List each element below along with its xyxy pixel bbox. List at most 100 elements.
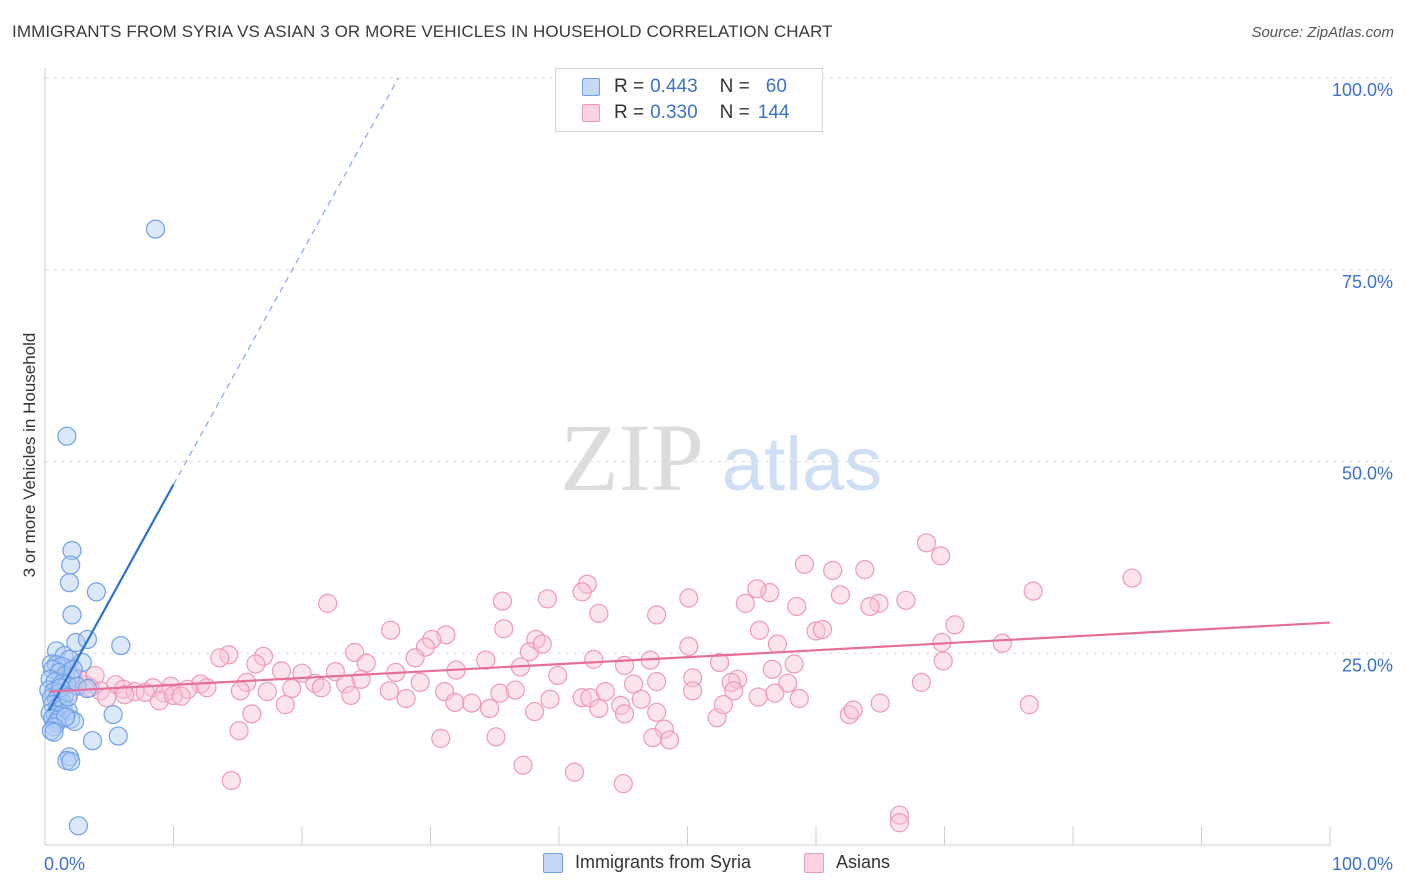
asians-point-51 — [933, 651, 953, 671]
asians-point-118 — [1019, 695, 1039, 715]
legend-item-syria: Immigrants from Syria — [543, 852, 751, 873]
asians-point-56 — [271, 661, 292, 681]
stats-legend-row-asians: R = 0.330 N = 144 — [582, 101, 789, 125]
asians-point-26 — [945, 615, 965, 635]
asians-point-45 — [476, 650, 496, 670]
y-axis-label: 3 or more Vehicles in Household — [20, 332, 39, 578]
asians-point-1 — [931, 546, 951, 566]
axes — [44, 68, 1331, 846]
syria-point-5 — [86, 582, 107, 602]
watermark: ZIP atlas — [560, 404, 882, 511]
y-tick-label-100: 100.0% — [1332, 80, 1393, 100]
legend-swatch-asians — [804, 852, 824, 873]
syria-point-4 — [59, 573, 80, 593]
chart-title: IMMIGRANTS FROM SYRIA VS ASIAN 3 OR MORE… — [12, 22, 833, 41]
x-tick-label-max: 100.0% — [1332, 854, 1393, 874]
n-value: 60 — [765, 76, 787, 97]
asians-point-120 — [870, 693, 890, 713]
n-value: 144 — [757, 102, 790, 123]
asians-point-100 — [540, 689, 560, 709]
asians-point-98 — [724, 681, 744, 701]
asians-point-46 — [584, 649, 604, 669]
asians-point-34 — [532, 634, 552, 654]
stats-legend-row-syria: R = 0.443 N = 60 — [582, 75, 787, 99]
syria-point-7 — [66, 632, 86, 653]
asians-point-22 — [647, 605, 667, 625]
asians-point-87 — [230, 681, 250, 701]
asians-point-3 — [794, 554, 815, 574]
asians-point-50 — [784, 654, 804, 674]
asians-point-4 — [823, 560, 843, 581]
asians-point-112 — [589, 698, 609, 719]
asians-point-123 — [97, 688, 117, 708]
asians-point-15 — [735, 593, 755, 613]
asians-point-48 — [710, 652, 730, 673]
trend-line-syria-extension — [172, 77, 399, 485]
asians-point-126 — [524, 701, 545, 722]
asians-point-17 — [896, 590, 916, 610]
asians-point-39 — [253, 646, 274, 666]
asians-point-106 — [396, 688, 416, 709]
asians-point-143 — [171, 686, 191, 706]
asians-point-102 — [631, 689, 651, 709]
n-label: N = — [719, 76, 750, 97]
asians-point-27 — [381, 620, 401, 640]
syria-point-3 — [61, 555, 81, 575]
asians-point-7 — [572, 582, 592, 602]
asians-point-75 — [197, 678, 217, 698]
r-value: 0.330 — [650, 102, 698, 123]
grid-lines — [45, 77, 1395, 654]
stats-legend: R = 0.443 N = 60 R = 0.330 N = 144 — [555, 68, 823, 132]
asians-point-12 — [679, 588, 699, 608]
asians-point-122 — [163, 685, 184, 706]
asians-point-60 — [548, 665, 568, 686]
asians-point-20 — [492, 591, 513, 611]
watermark-zip: ZIP — [560, 404, 704, 511]
asians-point-137 — [221, 770, 241, 791]
asians-point-109 — [462, 693, 482, 713]
syria-point-55 — [61, 751, 81, 771]
asians-point-21 — [860, 596, 880, 617]
asians-point-0 — [916, 533, 937, 553]
asians-point-136 — [613, 774, 633, 794]
asians-point-94 — [490, 683, 510, 703]
asians-point-99 — [765, 683, 785, 703]
asians-point-114 — [647, 702, 667, 722]
asians-point-9 — [1023, 581, 1043, 601]
syria-point-9 — [111, 635, 131, 656]
trend-line-syria — [47, 483, 175, 712]
asians-point-68 — [410, 672, 430, 692]
legend-label-syria: Immigrants from Syria — [575, 852, 752, 872]
asians-point-88 — [257, 681, 277, 702]
asians-point-113 — [614, 704, 635, 724]
watermark-atlas: atlas — [722, 422, 883, 507]
r-label: R = — [614, 76, 645, 97]
asians-point-121 — [149, 691, 169, 711]
asians-point-24 — [812, 619, 833, 640]
asians-point-139 — [889, 813, 910, 833]
asians-point-31 — [422, 629, 442, 650]
syria-point-0 — [145, 219, 166, 239]
asians-point-117 — [843, 700, 863, 720]
asians-point-61 — [623, 674, 644, 694]
asians-point-125 — [115, 685, 135, 705]
n-label: N = — [719, 102, 750, 123]
syria-point-50 — [44, 722, 64, 742]
asians-point-13 — [830, 585, 851, 605]
asians-point-19 — [318, 593, 338, 613]
asians-point-101 — [572, 688, 592, 708]
asians-point-138 — [889, 805, 910, 825]
asians-point-108 — [445, 692, 465, 712]
x-tick-label-min: 0.0% — [44, 854, 85, 874]
asians-point-131 — [431, 728, 451, 748]
y-tick-label-75: 75.0% — [1342, 272, 1393, 292]
asians-point-38 — [992, 633, 1012, 653]
asians-point-130 — [659, 730, 680, 750]
legend-swatch-syria — [582, 78, 600, 96]
asians-point-14 — [589, 603, 609, 623]
asians-point-119 — [713, 695, 734, 715]
asians-point-11 — [537, 589, 558, 609]
syria-point-6 — [62, 605, 82, 625]
asians-point-5 — [855, 560, 875, 580]
